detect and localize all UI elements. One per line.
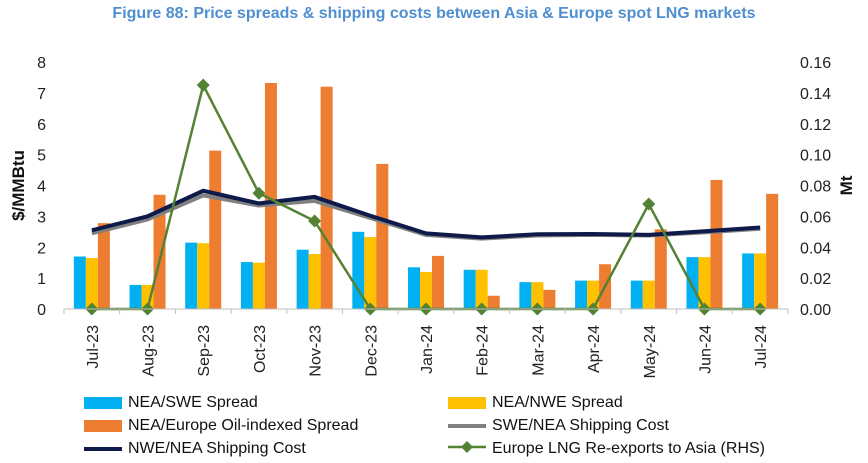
y-tick-label: 5 [37, 148, 46, 165]
x-tick-label: Mar-24 [530, 325, 547, 376]
y-tick-label: 0 [37, 302, 46, 319]
bar-1 [364, 237, 377, 309]
bar-0 [240, 262, 253, 309]
series-marker [196, 78, 210, 92]
x-tick-label: Apr-24 [586, 325, 603, 373]
legend-item: SWE/NEA Shipping Cost [448, 415, 669, 437]
bar-1 [642, 280, 655, 309]
legend-label: Europe LNG Re-exports to Asia (RHS) [492, 440, 765, 457]
bar-1 [698, 257, 711, 309]
legend-label: NEA/SWE Spread [128, 394, 258, 411]
bar-1 [85, 258, 98, 309]
x-tick-label: Jan-24 [419, 325, 436, 374]
bar-2 [264, 82, 277, 310]
y-axis-title: $/MMBtu [9, 150, 28, 221]
bar-2 [766, 193, 779, 309]
bar-1 [308, 254, 321, 309]
x-tick-label: May-24 [642, 325, 659, 378]
bar-2 [97, 223, 110, 309]
bar-1 [420, 271, 432, 309]
legend-item: NWE/NEA Shipping Cost [84, 438, 306, 460]
x-tick-label: Dec-23 [363, 325, 380, 377]
legend-item: Europe LNG Re-exports to Asia (RHS) [448, 438, 765, 460]
legend-swatch [448, 397, 486, 409]
legend-label: NEA/NWE Spread [492, 394, 623, 411]
bar-0 [630, 280, 643, 309]
y2-tick-label: 0.04 [800, 240, 831, 257]
bar-1 [531, 282, 544, 309]
y2-tick-label: 0.08 [800, 179, 831, 196]
bar-1 [475, 269, 488, 309]
bar-1 [252, 262, 265, 309]
legend-item: NEA/NWE Spread [448, 392, 623, 414]
y-tick-label: 7 [37, 86, 46, 103]
bar-2 [654, 229, 667, 309]
bar-0 [686, 257, 699, 309]
y2-tick-label: 0.14 [800, 86, 831, 103]
y-tick-label: 4 [37, 179, 46, 196]
legend-label: SWE/NEA Shipping Cost [492, 417, 669, 434]
bar-0 [575, 280, 588, 309]
y-tick-label: 6 [37, 117, 46, 134]
y-tick-label: 2 [37, 240, 46, 257]
bar-0 [519, 282, 532, 309]
y-tick-label: 3 [37, 209, 46, 226]
x-tick-label: Oct-23 [252, 325, 269, 373]
bar-0 [463, 269, 476, 309]
bar-0 [185, 242, 198, 309]
bar-2 [320, 86, 333, 309]
y2-axis-title: Mt [837, 175, 856, 195]
bar-2 [432, 255, 444, 309]
x-tick-label: Jul-23 [85, 325, 102, 369]
y-tick-label: 8 [37, 55, 46, 72]
legend-swatch [84, 420, 122, 432]
series-line-1 [91, 188, 761, 240]
bar-0 [742, 253, 755, 309]
y2-tick-label: 0.10 [800, 148, 831, 165]
x-tick-label: Nov-23 [308, 325, 325, 377]
legend-swatch [448, 440, 486, 459]
y2-tick-label: 0.00 [800, 302, 831, 319]
bar-1 [754, 253, 767, 309]
legend-swatch [84, 447, 122, 451]
y2-tick-label: 0.06 [800, 209, 831, 226]
chart-plot: 0 1 2 3 4 5 6 7 8 0.00 0.02 0.04 0.06 0.08 0.10 0.12 0.1… [9, 55, 856, 378]
bar-0 [296, 249, 309, 309]
bar-0 [352, 231, 365, 309]
y2-tick-label: 0.02 [800, 271, 831, 288]
x-tick-label: Feb-24 [475, 325, 492, 376]
y2-tick-label: 0.12 [800, 117, 831, 134]
series-marker [252, 186, 266, 200]
bar-2 [209, 150, 222, 309]
y-tick-label: 1 [37, 271, 46, 288]
x-tick-label: Sep-23 [196, 325, 213, 377]
bar-2 [487, 295, 500, 309]
bar-2 [543, 289, 556, 309]
bar-1 [141, 284, 154, 309]
x-tick-label: Aug-23 [141, 325, 158, 377]
y2-tick-label: 0.16 [800, 55, 831, 72]
legend-label: NWE/NEA Shipping Cost [128, 440, 306, 457]
bar-2 [153, 194, 166, 309]
legend-swatch [84, 397, 122, 409]
x-tick-label: Jun-24 [697, 325, 714, 374]
legend-swatch [448, 424, 486, 428]
legend-item: NEA/SWE Spread [84, 392, 258, 414]
bar-2 [376, 163, 389, 309]
legend-item: NEA/Europe Oil-indexed Spread [84, 415, 358, 437]
bar-0 [73, 256, 86, 309]
legend-label: NEA/Europe Oil-indexed Spread [128, 417, 359, 434]
x-tick-label: Jul-24 [753, 325, 770, 369]
bar-2 [710, 179, 723, 309]
series-marker [308, 214, 322, 228]
bar-0 [129, 284, 142, 309]
bar-0 [408, 267, 420, 309]
legend: NEA/SWE Spread NEA/NWE Spread NEA/Europe O… [78, 392, 838, 460]
bar-1 [197, 243, 210, 309]
series-marker [642, 197, 656, 211]
chart-title: Figure 88: Price spreads & shipping cost… [112, 5, 756, 22]
